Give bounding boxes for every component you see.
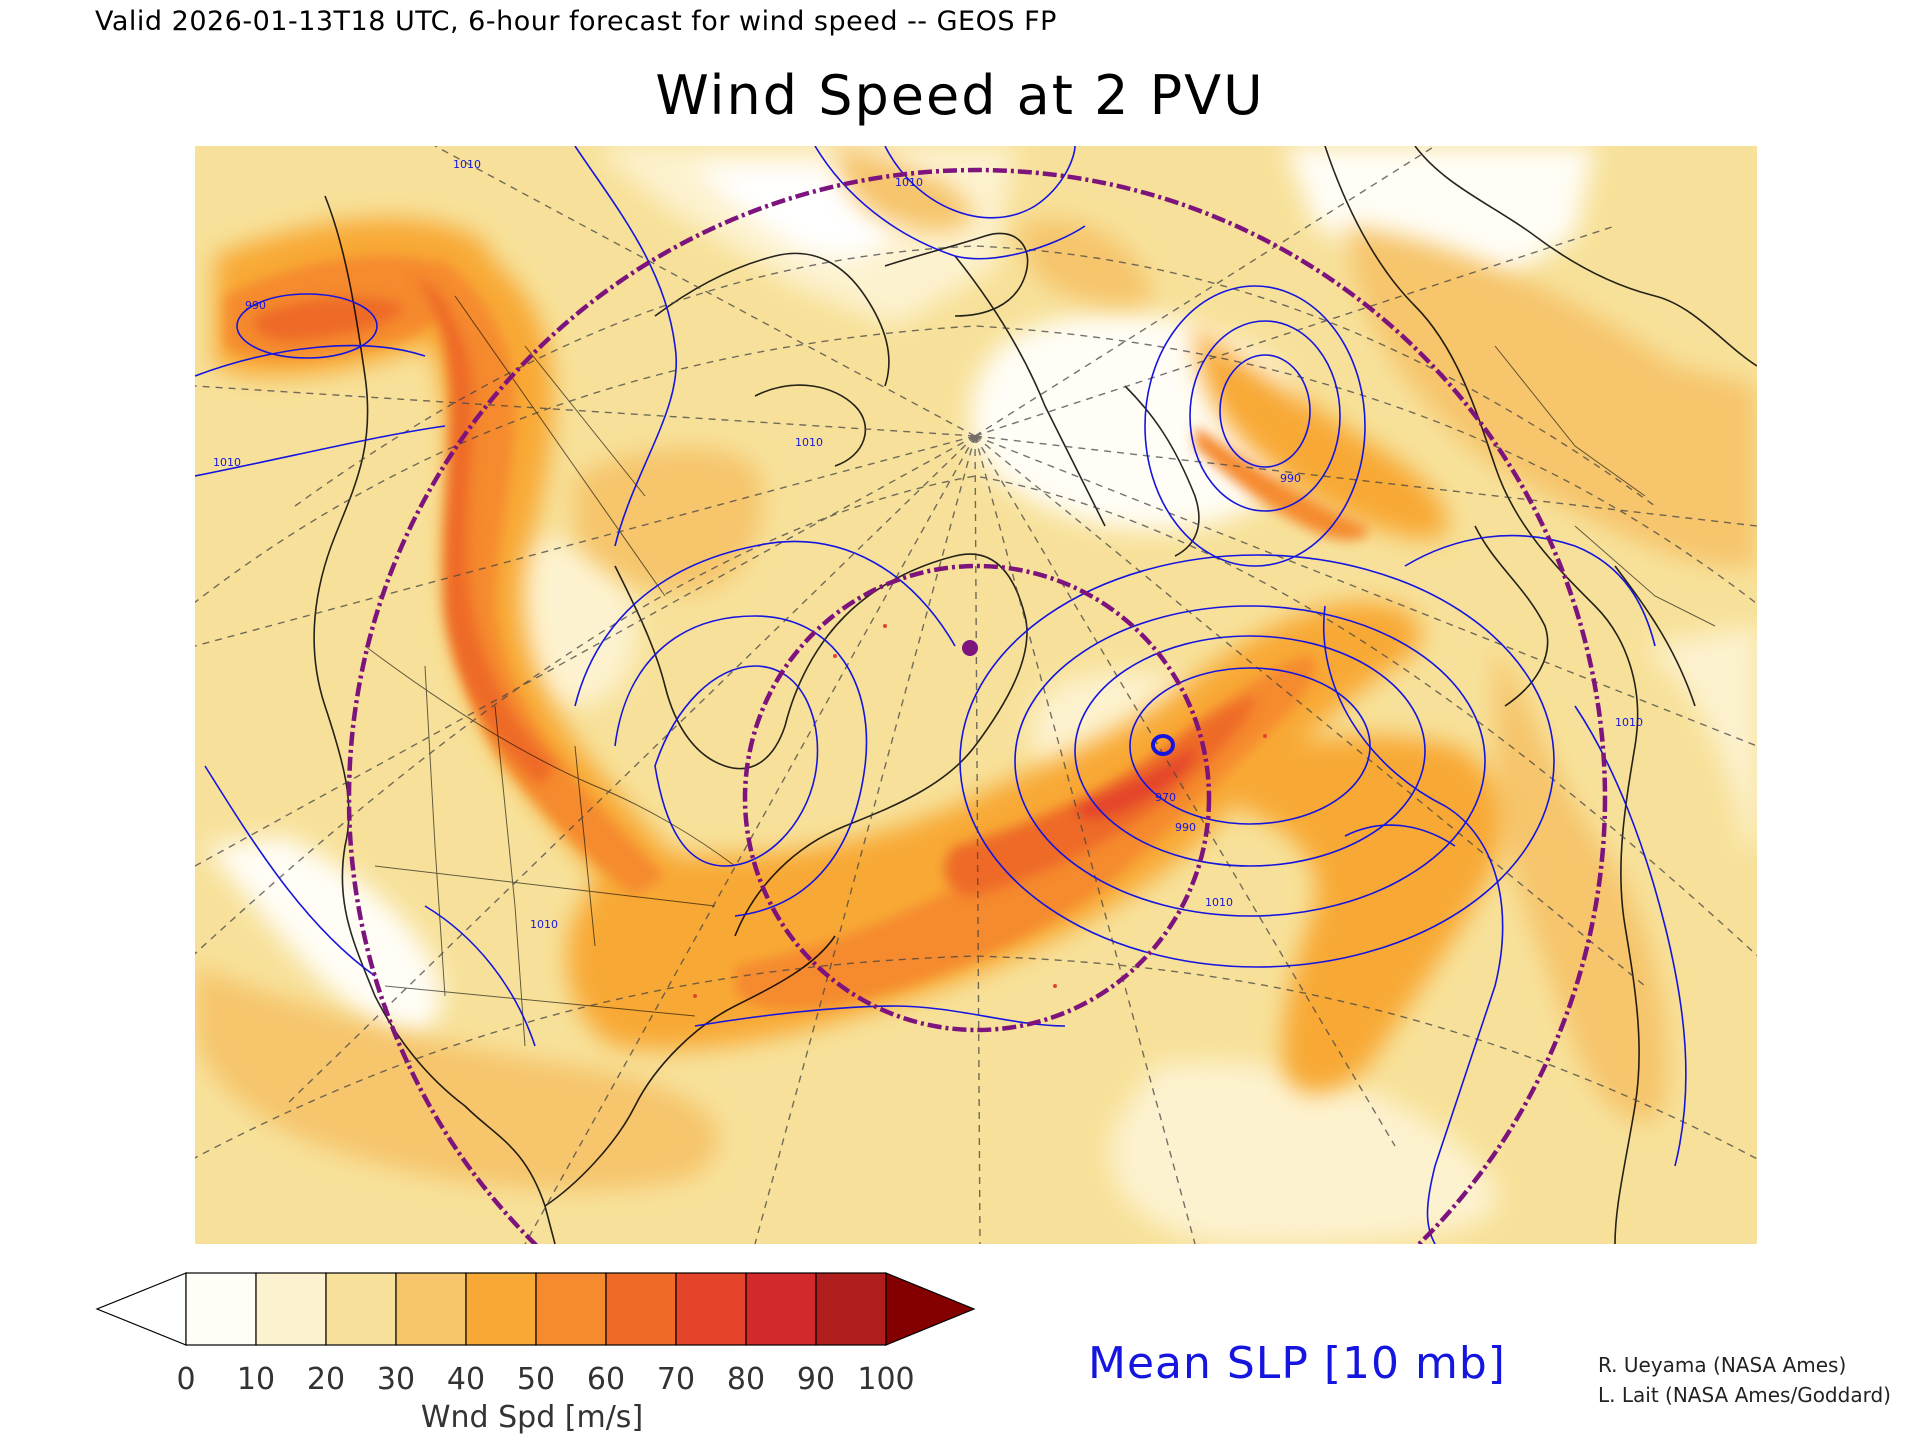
contour-label: 1010 [1205, 896, 1233, 909]
colorbar-unit-label: Wnd Spd [m/s] [420, 1400, 644, 1435]
colorbar-tick-label: 90 [796, 1362, 836, 1397]
colorbar-bin [395, 1272, 467, 1346]
colorbar-bin [255, 1272, 327, 1346]
colorbar-tick-label: 0 [176, 1362, 196, 1397]
contour-label: 990 [1280, 472, 1301, 485]
wind-speed-map: 990 1010 1010 1010 1010 990 970 990 1010… [195, 146, 1757, 1244]
credit-line: L. Lait (NASA Ames/Goddard) [1598, 1383, 1891, 1407]
purple-rings [346, 167, 1608, 1244]
colorbar-tick-label: 10 [236, 1362, 276, 1397]
colorbar-bin [815, 1272, 887, 1346]
contour-label: 1010 [530, 918, 558, 931]
colorbar-bin [465, 1272, 537, 1346]
contour-label: 1010 [1615, 716, 1643, 729]
slp-contour-labels: 990 1010 1010 1010 1010 990 970 990 1010… [213, 158, 1643, 931]
wind-speed-colorbar [95, 1272, 976, 1346]
credit-line: R. Ueyama (NASA Ames) [1598, 1353, 1847, 1377]
contour-label: 1010 [453, 158, 481, 171]
coastlines [313, 146, 1757, 1244]
colorbar-tick-label: 50 [516, 1362, 556, 1397]
contour-label: 1010 [895, 176, 923, 189]
inner-ring [742, 563, 1212, 1033]
colorbar-bin [745, 1272, 817, 1346]
contour-label: 1010 [795, 436, 823, 449]
lat-lon-grid [195, 146, 1757, 1244]
colorbar-bin [535, 1272, 607, 1346]
contour-label: 1010 [213, 456, 241, 469]
purple-marker [962, 640, 978, 656]
slp-legend-label: Mean SLP [10 mb] [1088, 1338, 1506, 1389]
jet-stream-core [254, 276, 1255, 896]
colorbar-bin [325, 1272, 397, 1346]
colorbar-bin [675, 1272, 747, 1346]
wind-dots [693, 624, 1267, 998]
colorbar-tick-label: 30 [376, 1362, 416, 1397]
contour-label: 990 [1175, 821, 1196, 834]
colorbar-bin [605, 1272, 677, 1346]
colorbar-tick-label: 60 [586, 1362, 626, 1397]
map-title: Wind Speed at 2 PVU [655, 64, 1265, 127]
contour-label: 990 [245, 299, 266, 312]
contour-label: 970 [1155, 791, 1176, 804]
outer-ring [346, 167, 1608, 1244]
colorbar-bin [185, 1272, 257, 1346]
political-borders [364, 295, 1716, 1047]
colorbar-tick-label: 40 [446, 1362, 486, 1397]
colorbar-tick-label: 20 [306, 1362, 346, 1397]
colorbar-tick-label: 80 [726, 1362, 766, 1397]
colorbar-under-arrow [95, 1272, 187, 1346]
colorbar-tick-label: 70 [656, 1362, 696, 1397]
valid-time-header: Valid 2026-01-13T18 UTC, 6-hour forecast… [95, 6, 1057, 37]
colorbar-tick-label: 100 [857, 1362, 915, 1397]
colorbar-over-arrow [885, 1272, 976, 1346]
